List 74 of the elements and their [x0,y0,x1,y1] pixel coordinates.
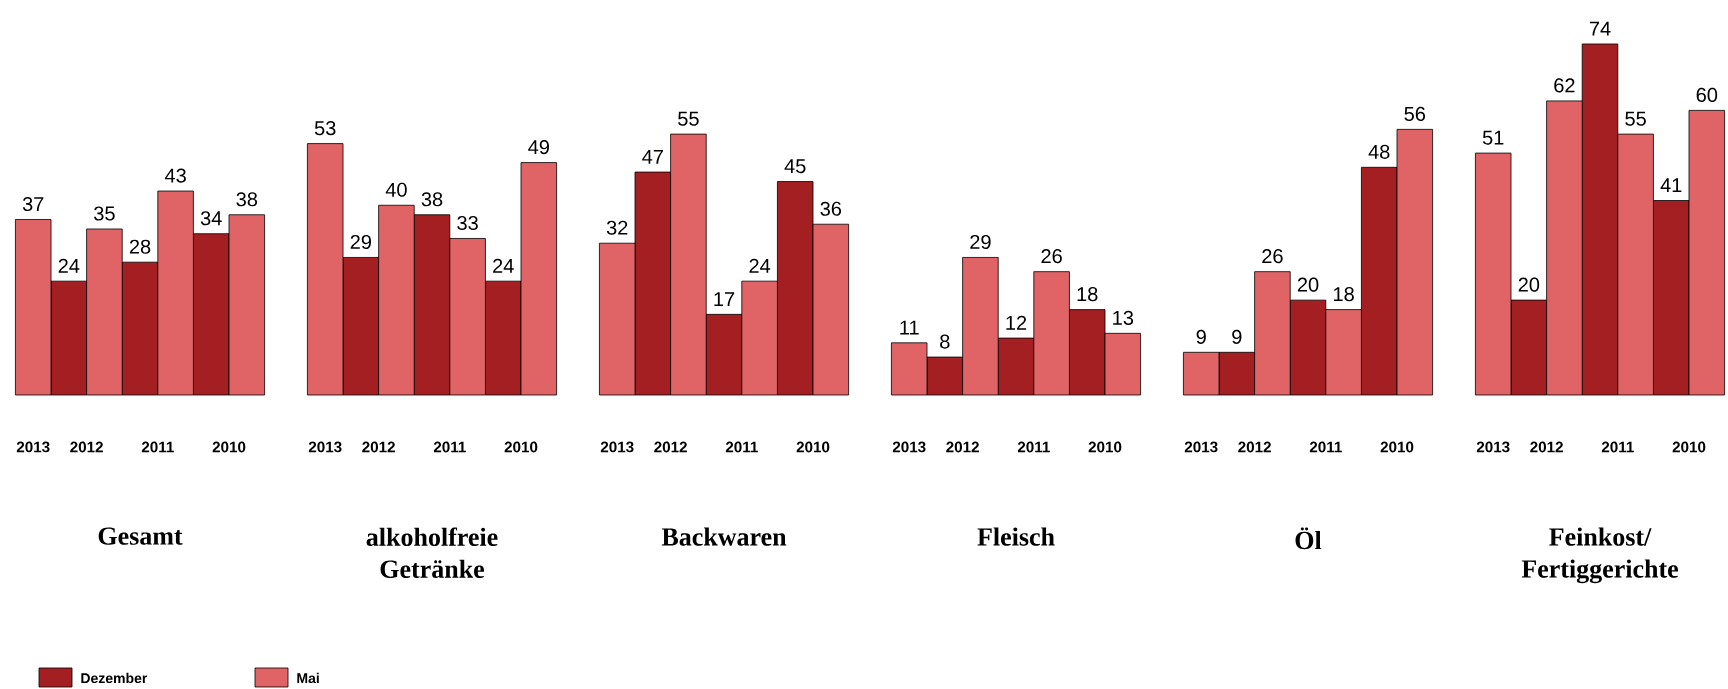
text: Backwaren [661,527,787,546]
legend-label: Dezember [81,672,148,684]
x-tick-label: 2010 [1380,441,1414,453]
data-label: 9 [1232,329,1242,344]
data-label: 62 [1554,78,1575,93]
data-label: 20 [1518,277,1540,292]
data-label: 11 [900,320,919,335]
x-tick-label: 2013 [892,441,926,453]
data-label: 45 [784,159,806,174]
data-label: 9 [1196,329,1206,344]
x-tick-label: 2012 [1238,441,1271,453]
text: Feinkost/ Fertiggerichte [1521,527,1679,584]
text: Fleisch [977,527,1055,546]
data-label: 28 [129,239,151,254]
x-tick-label: 2012 [1530,441,1563,453]
data-label: 18 [1334,287,1354,302]
data-label: 53 [314,121,336,136]
data-label: 8 [940,334,950,349]
text: alkoholfreie Getränke [366,527,498,578]
data-label: 34 [200,211,222,226]
text: Öl [1295,527,1322,550]
x-tick-label: 2013 [600,441,634,453]
x-tick-label: 2013 [1184,441,1218,453]
data-label: 12 [1006,315,1027,330]
data-label: 43 [164,168,186,183]
x-tick-label: 2010 [1672,441,1706,453]
data-label: 17 [714,292,735,306]
x-tick-label: 2011 [1309,441,1342,453]
data-label: 24 [493,258,514,273]
x-tick-label: 2012 [70,441,103,453]
x-tick-label: 2013 [1476,441,1510,453]
data-label: 49 [528,140,549,155]
data-label: 26 [1262,249,1283,264]
data-label: 24 [58,258,80,273]
x-tick-label: 2011 [433,441,466,453]
data-label: 41 [1660,178,1682,193]
data-label: 40 [385,182,407,197]
x-tick-label: 2012 [362,441,395,453]
x-tick-label: 2011 [725,441,758,453]
x-tick-label: 2011 [1017,441,1050,453]
data-label: 55 [678,111,699,126]
data-label: 35 [94,206,115,221]
text: Gesamt [98,527,183,545]
x-tick-label: 2010 [504,441,538,453]
data-label: 38 [421,192,443,207]
x-tick-label: 2013 [308,441,342,453]
x-tick-label: 2010 [212,441,246,453]
x-tick-label: 2011 [141,441,174,453]
data-label: 38 [236,192,258,207]
data-label: 26 [1041,249,1062,264]
data-label: 13 [1113,310,1134,325]
data-label: 55 [1625,111,1646,126]
data-label: 47 [642,149,663,164]
x-tick-label: 2010 [796,441,830,453]
x-tick-label: 2010 [1088,441,1122,453]
data-label: 51 [1482,130,1504,145]
data-label: 20 [1297,277,1319,292]
data-label: 29 [350,234,371,250]
legend-label: Mai [297,672,319,684]
data-label: 33 [457,215,478,231]
data-label: 74 [1589,21,1611,36]
data-label: 32 [606,220,628,235]
data-label: 48 [1368,144,1390,159]
data-label: 18 [1077,287,1098,302]
x-tick-label: 2012 [946,441,979,453]
x-tick-label: 2012 [654,441,687,453]
data-label: 37 [22,196,44,212]
data-label: 29 [970,234,991,250]
data-label: 36 [820,201,842,216]
data-label: 24 [749,258,771,273]
x-tick-label: 2011 [1601,441,1634,453]
x-tick-label: 2013 [16,441,50,453]
data-label: 56 [1404,106,1426,121]
data-label: 60 [1696,87,1718,102]
